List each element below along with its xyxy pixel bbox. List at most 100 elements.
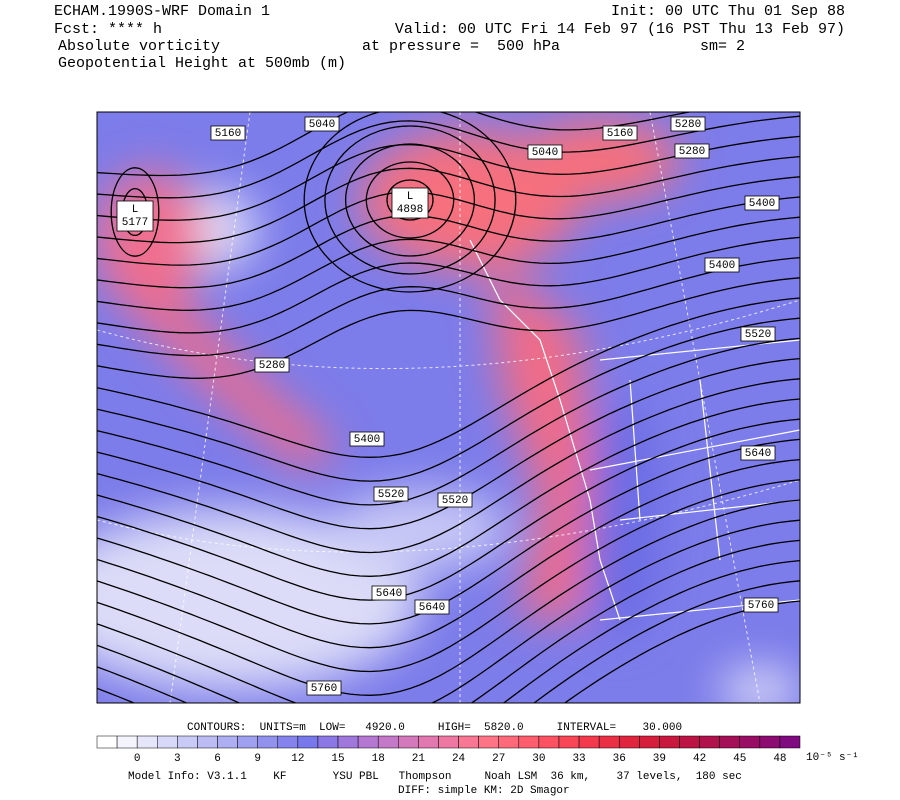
contour-line [97, 580, 800, 703]
low-box [116, 200, 154, 232]
colorbar-swatch [759, 735, 781, 749]
contour-label: 5400 [354, 434, 380, 446]
contour-label-box [527, 144, 563, 160]
contour-label: 5640 [376, 588, 402, 600]
colorbar-swatch [699, 735, 720, 749]
colorbar-swatch [458, 735, 479, 749]
contour-line [97, 112, 693, 177]
colorbar-swatch [217, 735, 238, 749]
contour-label: 5040 [532, 147, 558, 159]
contour-label-box [254, 357, 290, 373]
contour-line [386, 179, 434, 221]
contour-line [97, 115, 800, 199]
smoothing: sm= 2 [700, 38, 745, 55]
colorbar-tick-label: 39 [653, 753, 666, 765]
contour-line [97, 176, 800, 266]
contour-info: CONTOURS: UNITS=m LOW= 4920.0 HIGH= 5820… [187, 722, 682, 734]
field-name: Geopotential Height at 500mb (m) [58, 55, 346, 72]
colorbar-swatch [177, 735, 198, 749]
low-marker: L [132, 204, 139, 216]
map [97, 112, 800, 703]
colorbar-swatch [578, 735, 600, 749]
contour-line [97, 539, 800, 703]
contour-label: 5520 [745, 329, 771, 341]
contour-label-box [304, 116, 340, 132]
contour-line [97, 519, 800, 703]
colorbar-swatch [719, 735, 740, 749]
contour-label: 5520 [442, 495, 468, 507]
colorbar-swatch [558, 735, 580, 749]
colorbar-tick-label: 45 [733, 753, 746, 765]
contour-line [97, 196, 800, 289]
valid-time: Valid: 00 UTC Fri 14 Feb 97 (16 PST Thu … [395, 21, 845, 38]
contour-label-box [414, 599, 450, 615]
contour-label-box [306, 680, 342, 696]
contour-line [303, 112, 517, 293]
colorbar-swatch [659, 735, 680, 749]
contour-line [97, 236, 800, 334]
contour-label-box [670, 116, 706, 132]
contour-line [97, 499, 800, 696]
colorbar-swatch [639, 735, 660, 749]
contour-label: 5400 [709, 260, 735, 272]
contour-label: 5640 [745, 448, 771, 460]
colorbar-swatch [679, 735, 700, 749]
colorbar-swatch [598, 735, 620, 749]
contour-line [110, 167, 160, 257]
contour-line [563, 600, 800, 703]
low-box [391, 187, 429, 219]
contour-label: 5280 [675, 119, 701, 131]
contour-line [324, 125, 496, 275]
colorbar-tick-label: 36 [613, 753, 626, 765]
colorbar-tick-label: 33 [572, 753, 585, 765]
contour-line [344, 143, 476, 257]
contour-label-box [704, 257, 740, 273]
colorbar-tick-label: 12 [291, 753, 304, 765]
contour-label-box [740, 445, 776, 461]
colorbar-unit: 10⁻⁵ s⁻¹ [806, 752, 859, 764]
colorbar-swatch [317, 735, 339, 749]
contour-label-box [740, 326, 776, 342]
contour-line [97, 559, 800, 703]
colorbar-swatch [398, 735, 419, 749]
colorbar-swatch [96, 735, 118, 749]
colorbar-swatch [618, 735, 640, 749]
diff-info: DIFF: simple KM: 2D Smagor [398, 785, 570, 797]
contour-line [97, 479, 800, 673]
contour-line [97, 277, 800, 379]
contour-line [97, 458, 800, 649]
contour-label: 5160 [607, 128, 633, 140]
field-name: Absolute vorticity [58, 38, 220, 55]
colorbar-tick-label: 15 [331, 753, 344, 765]
colorbar-tick-label: 21 [412, 753, 426, 765]
contour-line [97, 256, 800, 357]
colorbar-tick-label: 9 [254, 753, 261, 765]
colorbar-swatch [418, 735, 439, 749]
colorbar-swatch [377, 735, 399, 749]
contour-label: 5640 [419, 602, 445, 614]
contour-line [97, 418, 800, 601]
contour-label: 5040 [309, 119, 335, 131]
contour-label: 5760 [748, 600, 774, 612]
contour-line [365, 161, 455, 239]
model-info: Model Info: V3.1.1 KF YSU PBL Thompson N… [128, 771, 742, 783]
contour-label: 5760 [311, 683, 337, 695]
contour-label-box [437, 492, 473, 508]
contour-label-box [602, 125, 638, 141]
contour-line [97, 398, 800, 577]
colorbar-tick-label: 18 [372, 753, 385, 765]
pressure-level: at pressure = 500 hPa [362, 38, 560, 55]
colorbar-tick-label: 3 [174, 753, 181, 765]
colorbar-tick-label: 24 [452, 753, 466, 765]
colorbar-swatch [136, 735, 158, 749]
init-time: Init: 00 UTC Thu 01 Sep 88 [611, 3, 845, 20]
colorbar-tick-label: 6 [214, 753, 221, 765]
colorbar-swatch [518, 735, 540, 749]
contour-label-box [674, 143, 710, 159]
contour-label-box [371, 585, 407, 601]
contour-labels: 5160 5040 5160 5280 5280 5040 5400 5400 5520 5280… [116, 116, 780, 696]
colorbar-swatch [277, 735, 299, 749]
colorbar-swatch [438, 735, 459, 749]
contour-label-box [743, 597, 779, 613]
